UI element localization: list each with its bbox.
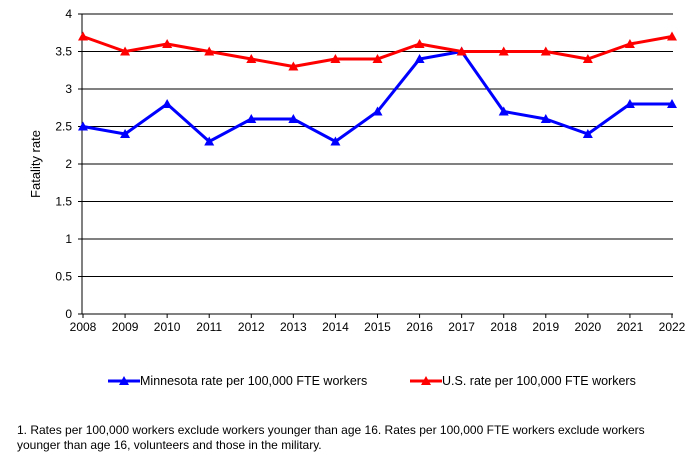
- data-point-marker: [667, 31, 677, 41]
- x-tick-label: 2013: [280, 320, 307, 334]
- data-point-marker: [288, 114, 299, 123]
- data-point-marker: [540, 46, 551, 56]
- legend-us: U.S. rate per 100,000 FTE workers: [410, 374, 636, 388]
- x-tick-label: 2012: [238, 320, 265, 334]
- data-point-marker: [414, 39, 425, 48]
- data-point-marker: [582, 129, 593, 138]
- x-tick-label: 2010: [154, 320, 181, 334]
- series-line-0: [82, 50, 672, 143]
- x-tick-label: 2014: [322, 320, 349, 334]
- y-tick-label: 3.5: [55, 45, 72, 59]
- series-lines: [78, 31, 677, 146]
- x-tick-label: 2008: [70, 320, 97, 334]
- data-point-marker: [246, 114, 257, 123]
- data-point-marker: [120, 129, 131, 138]
- data-point-marker: [162, 39, 173, 48]
- data-point-marker: [624, 39, 635, 48]
- x-tick-labels: 2008 2009 2010 2011 2012 2013 2014 2015 2016 2017…: [70, 320, 686, 334]
- x-tick-label: 2018: [490, 320, 517, 334]
- footnote: 1. Rates per 100,000 workers exclude wor…: [17, 423, 645, 452]
- x-tick-label: 2019: [532, 320, 559, 334]
- legend-minnesota: Minnesota rate per 100,000 FTE workers: [108, 374, 367, 388]
- x-tick-label: 2017: [448, 320, 475, 334]
- y-tick-label: 4: [65, 7, 72, 21]
- x-tick-label: 2020: [575, 320, 602, 334]
- data-point-marker: [372, 106, 383, 116]
- data-point-marker: [498, 106, 509, 116]
- legend-marker-us: [410, 376, 442, 385]
- data-point-marker: [582, 54, 593, 63]
- data-point-marker: [204, 136, 215, 146]
- y-tick-label: 1.5: [55, 195, 72, 209]
- x-tick-label: 2016: [406, 320, 433, 334]
- x-tick-label: 2021: [617, 320, 644, 334]
- x-tick-label: 2015: [364, 320, 391, 334]
- data-point-marker: [288, 61, 299, 71]
- line-chart: 00.511.522.533.54 2008 2009 2010 2011 2012 20…: [28, 7, 686, 334]
- data-point-marker: [246, 54, 257, 63]
- y-tick-labels: 0 0.5 1 1.5 2 2.5 3 3.5 4: [55, 7, 72, 321]
- legend-label: Minnesota rate per 100,000 FTE workers: [140, 374, 368, 388]
- data-point-marker: [414, 54, 425, 63]
- y-tick-label: 0: [65, 307, 72, 321]
- x-tick-label: 2009: [112, 320, 139, 334]
- data-point-marker: [372, 54, 383, 63]
- data-point-marker: [498, 46, 509, 56]
- y-tick-label: 2: [65, 157, 72, 171]
- data-point-marker: [330, 54, 341, 63]
- data-point-marker: [78, 121, 88, 131]
- data-point-marker: [667, 99, 677, 108]
- legend-marker-minnesota: [108, 376, 140, 385]
- x-tick-label: 2022: [659, 320, 686, 334]
- data-point-marker: [456, 46, 467, 56]
- data-point-marker: [120, 46, 131, 56]
- y-tick-label: 0.5: [55, 270, 72, 284]
- y-axis-label: Fatality rate: [28, 130, 43, 198]
- data-point-marker: [204, 46, 215, 56]
- gridlines: [78, 13, 673, 318]
- y-tick-label: 2.5: [55, 120, 72, 134]
- data-point-marker: [330, 136, 341, 146]
- data-point-marker: [540, 114, 551, 123]
- y-tick-label: 3: [65, 82, 72, 96]
- y-tick-label: 1: [65, 232, 72, 246]
- legend-label: U.S. rate per 100,000 FTE workers: [442, 374, 636, 388]
- data-point-marker: [162, 99, 173, 108]
- data-point-marker: [624, 99, 635, 108]
- data-point-marker: [78, 31, 88, 41]
- x-tick-label: 2011: [196, 320, 222, 334]
